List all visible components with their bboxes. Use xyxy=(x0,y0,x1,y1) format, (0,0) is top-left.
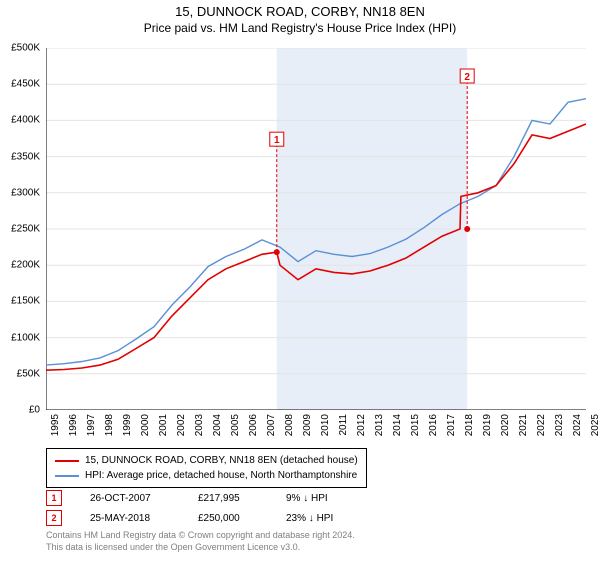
y-tick-label: £500K xyxy=(11,43,40,54)
x-tick-label: 2015 xyxy=(410,414,421,436)
legend-item: HPI: Average price, detached house, Nort… xyxy=(55,468,358,483)
x-axis-labels: 1995 1996 1997 1998 1999 2000 2001 2002 2003 2004… xyxy=(46,410,586,446)
x-tick-label: 1996 xyxy=(68,414,79,436)
x-tick-label: 2023 xyxy=(554,414,565,436)
x-tick-label: 1998 xyxy=(104,414,115,436)
x-tick-label: 2011 xyxy=(338,414,349,436)
x-tick-label: 2004 xyxy=(212,414,223,436)
chart-plot-area: 12 xyxy=(46,48,586,410)
x-tick-label: 2017 xyxy=(446,414,457,436)
x-tick-label: 2016 xyxy=(428,414,439,436)
transaction-marker: 1 xyxy=(46,490,62,506)
x-tick-label: 2000 xyxy=(140,414,151,436)
x-tick-label: 2019 xyxy=(482,414,493,436)
x-tick-label: 1999 xyxy=(122,414,133,436)
x-tick-label: 2005 xyxy=(230,414,241,436)
chart-svg: 12 xyxy=(46,48,586,410)
chart-container: 15, DUNNOCK ROAD, CORBY, NN18 8EN Price … xyxy=(0,4,600,564)
transaction-marker: 2 xyxy=(46,510,62,526)
y-tick-label: £100K xyxy=(11,332,40,343)
x-tick-label: 1995 xyxy=(50,414,61,436)
y-tick-label: £150K xyxy=(11,296,40,307)
y-axis-labels: £0£50K£100K£150K£200K£250K£300K£350K£400… xyxy=(0,48,44,410)
transaction-table: 1 26-OCT-2007 £217,995 9% ↓ HPI 2 25-MAY-2018… xyxy=(46,490,333,530)
x-tick-label: 2025 xyxy=(590,414,600,436)
footnote: Contains HM Land Registry data © Crown c… xyxy=(46,530,355,553)
svg-text:1: 1 xyxy=(274,135,280,146)
legend-label: HPI: Average price, detached house, Nort… xyxy=(85,468,357,483)
transaction-delta: 9% ↓ HPI xyxy=(286,493,328,504)
legend-swatch xyxy=(55,475,79,477)
x-tick-label: 2001 xyxy=(158,414,169,436)
y-tick-label: £200K xyxy=(11,260,40,271)
transaction-delta: 23% ↓ HPI xyxy=(286,513,333,524)
x-tick-label: 2010 xyxy=(320,414,331,436)
x-tick-label: 2003 xyxy=(194,414,205,436)
svg-text:2: 2 xyxy=(464,72,470,83)
x-tick-label: 2009 xyxy=(302,414,313,436)
y-tick-label: £50K xyxy=(17,368,40,379)
y-tick-label: £450K xyxy=(11,79,40,90)
x-tick-label: 2012 xyxy=(356,414,367,436)
x-tick-label: 2006 xyxy=(248,414,259,436)
legend-box: 15, DUNNOCK ROAD, CORBY, NN18 8EN (detac… xyxy=(46,448,367,488)
chart-title: 15, DUNNOCK ROAD, CORBY, NN18 8EN xyxy=(0,4,600,19)
x-tick-label: 2014 xyxy=(392,414,403,436)
footnote-line-2: This data is licensed under the Open Gov… xyxy=(46,542,355,554)
x-tick-label: 2018 xyxy=(464,414,475,436)
transaction-price: £217,995 xyxy=(198,493,258,504)
y-tick-label: £350K xyxy=(11,151,40,162)
chart-subtitle: Price paid vs. HM Land Registry's House … xyxy=(0,21,600,35)
y-tick-label: £0 xyxy=(29,405,40,416)
transaction-date: 25-MAY-2018 xyxy=(90,513,170,524)
x-tick-label: 2020 xyxy=(500,414,511,436)
x-tick-label: 2008 xyxy=(284,414,295,436)
y-tick-label: £250K xyxy=(11,224,40,235)
legend-swatch xyxy=(55,460,79,462)
x-tick-label: 2024 xyxy=(572,414,583,436)
footnote-line-1: Contains HM Land Registry data © Crown c… xyxy=(46,530,355,542)
transaction-row: 2 25-MAY-2018 £250,000 23% ↓ HPI xyxy=(46,510,333,526)
x-tick-label: 1997 xyxy=(86,414,97,436)
transaction-price: £250,000 xyxy=(198,513,258,524)
transaction-row: 1 26-OCT-2007 £217,995 9% ↓ HPI xyxy=(46,490,333,506)
x-tick-label: 2002 xyxy=(176,414,187,436)
legend-label: 15, DUNNOCK ROAD, CORBY, NN18 8EN (detac… xyxy=(85,453,358,468)
y-tick-label: £400K xyxy=(11,115,40,126)
x-tick-label: 2013 xyxy=(374,414,385,436)
legend-item: 15, DUNNOCK ROAD, CORBY, NN18 8EN (detac… xyxy=(55,453,358,468)
x-tick-label: 2007 xyxy=(266,414,277,436)
transaction-date: 26-OCT-2007 xyxy=(90,493,170,504)
x-tick-label: 2022 xyxy=(536,414,547,436)
x-tick-label: 2021 xyxy=(518,414,529,436)
y-tick-label: £300K xyxy=(11,187,40,198)
